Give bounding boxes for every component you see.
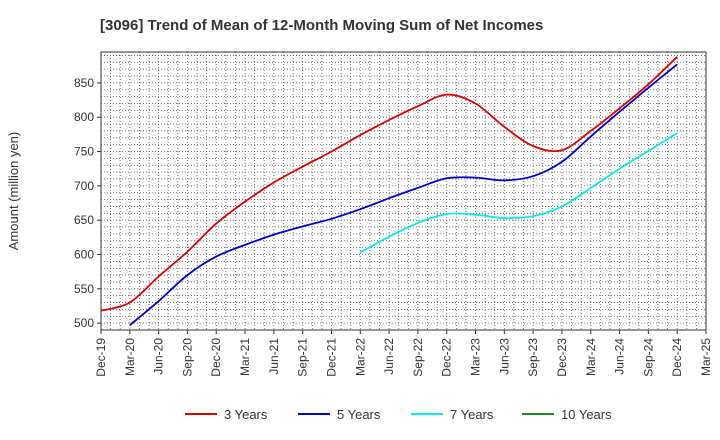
y-tick-label: 650: [74, 213, 94, 227]
x-tick-label: Mar-24: [584, 338, 598, 376]
legend-label-3-years: 3 Years: [224, 407, 268, 422]
chart-title: [3096] Trend of Mean of 12-Month Moving …: [100, 17, 543, 34]
series-line-5-years: [129, 63, 678, 326]
x-tick-label: Mar-20: [123, 338, 137, 376]
x-tick-label: Sep-23: [526, 338, 540, 377]
y-axis-label: Amount (million yen): [6, 132, 21, 251]
series-line-3-years: [100, 56, 678, 312]
x-tick-label: Dec-20: [209, 338, 223, 377]
y-tick-label: 600: [74, 247, 94, 261]
x-tick-label: Dec-23: [555, 338, 569, 377]
x-tick-label: Jun-22: [382, 338, 396, 375]
x-tick-label: Jun-20: [152, 338, 166, 375]
legend-label-10-years: 10 Years: [561, 407, 612, 422]
series-lines: [100, 56, 678, 326]
plot-area: [100, 51, 707, 331]
x-tick-label: Dec-21: [324, 338, 338, 377]
legend-label-7-years: 7 Years: [450, 407, 494, 422]
x-tick-label: Mar-21: [238, 338, 252, 376]
x-tick-label: Dec-24: [670, 338, 684, 377]
y-tick-label: 550: [74, 282, 94, 296]
x-tick-label: Mar-22: [353, 338, 367, 376]
x-axis-ticks: Dec-19 Mar-20 Jun-20 Sep-20 Dec-20 Mar-21 Jun-…: [94, 330, 713, 377]
y-tick-label: 750: [74, 145, 94, 159]
x-tick-label: Dec-22: [440, 338, 454, 377]
legend: 3 Years 5 Years 7 Years 10 Years: [185, 407, 612, 422]
x-tick-label: Sep-24: [641, 338, 655, 377]
legend-label-5-years: 5 Years: [337, 407, 381, 422]
x-tick-label: Sep-22: [411, 338, 425, 377]
x-tick-label: Mar-23: [469, 338, 483, 376]
series-line-7-years: [359, 132, 678, 254]
y-tick-label: 800: [74, 110, 94, 124]
y-tick-label: 700: [74, 179, 94, 193]
x-tick-label: Dec-19: [94, 338, 108, 377]
x-tick-label: Jun-21: [267, 338, 281, 375]
x-tick-label: Sep-21: [296, 338, 310, 377]
x-tick-label: Mar-25: [699, 338, 713, 376]
x-tick-label: Jun-23: [497, 338, 511, 375]
y-axis-ticks: 500 550 600 650 700 750 800 850: [74, 76, 101, 330]
y-tick-label: 500: [74, 316, 94, 330]
y-tick-label: 850: [74, 76, 94, 90]
x-tick-label: Sep-20: [180, 338, 194, 377]
x-tick-label: Jun-24: [613, 338, 627, 375]
